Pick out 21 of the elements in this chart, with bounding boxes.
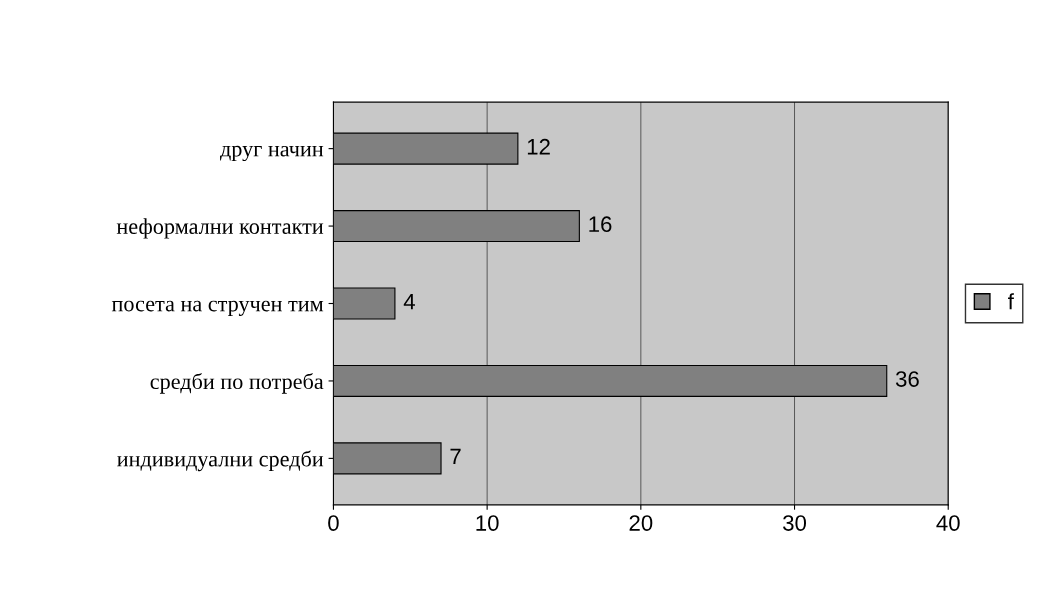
bar <box>333 210 580 243</box>
data-label: 4 <box>403 293 415 310</box>
data-label: 36 <box>895 371 919 387</box>
y-tick-label: средби по потреба <box>150 372 324 394</box>
x-tick-label: 10 <box>476 515 499 531</box>
y-tick-label: неформални контакти <box>116 218 324 239</box>
y-tick-label: друг начин <box>220 145 324 162</box>
x-tick-label: 30 <box>783 515 807 531</box>
legend-label: f <box>1008 293 1014 310</box>
y-tick-label: посета на стручен тим <box>111 300 324 316</box>
x-tick-label: 0 <box>328 515 339 531</box>
data-label: 7 <box>450 448 461 465</box>
bar <box>333 132 519 165</box>
bar <box>333 442 442 475</box>
bar <box>333 287 396 320</box>
data-label: 16 <box>589 216 612 233</box>
bar <box>333 364 888 397</box>
x-tick-label: 40 <box>936 515 960 531</box>
y-tick-label: индивидуални средби <box>117 450 324 472</box>
x-tick-label: 20 <box>629 515 653 531</box>
data-label: 12 <box>527 138 550 155</box>
